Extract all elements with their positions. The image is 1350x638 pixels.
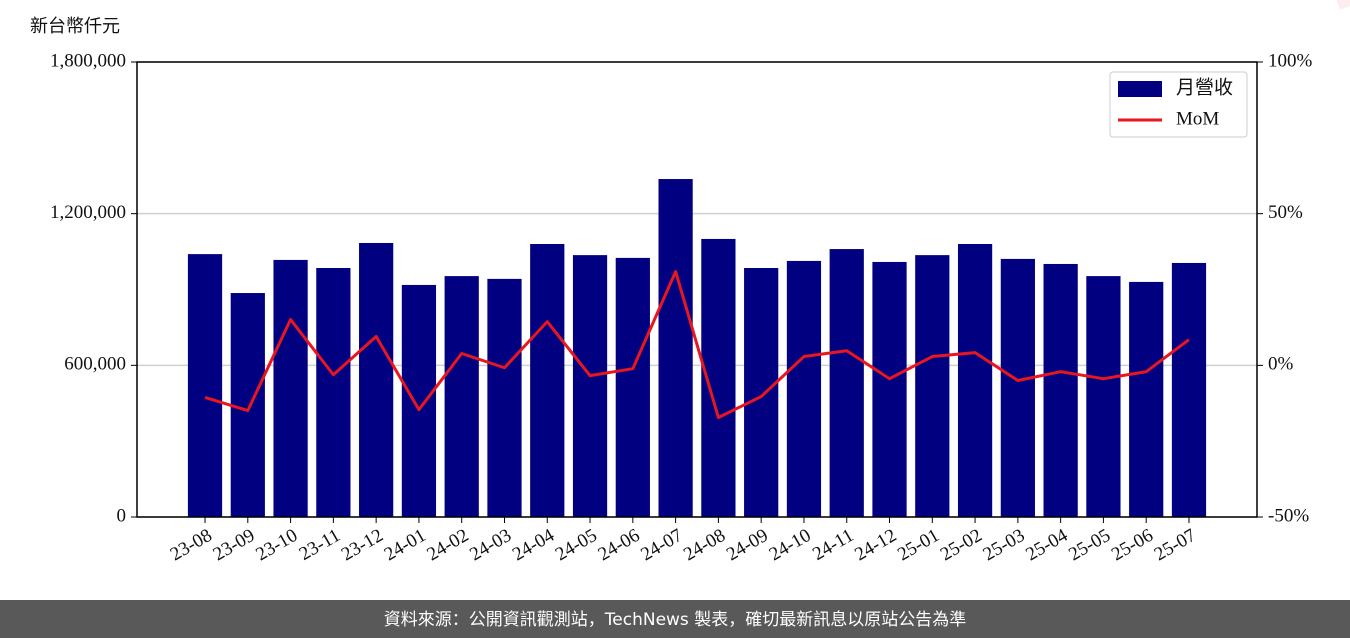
bar [187,254,223,517]
bar [487,278,522,517]
legend-label: MoM [1176,108,1219,129]
x-tick-label: 25-02 [937,525,986,565]
x-tick-label: 23-09 [210,525,259,565]
bar [1086,276,1121,517]
x-tick-label: 23-08 [167,525,216,565]
x-tick-label: 23-10 [252,525,301,565]
x-tick-label: 24-02 [423,525,472,565]
y-axis-label: 新台幣仟元 [30,16,120,37]
bar [658,179,693,517]
legend-swatch [1118,81,1162,97]
y-tick-label: 1,200,000 [50,202,126,223]
x-tick-label: 24-06 [595,525,644,565]
bar [230,293,265,517]
bar [1171,262,1207,517]
bar [915,255,950,517]
bar [530,244,565,517]
bar [1043,263,1078,517]
watermark: TechNews [1313,0,1350,189]
bar [957,244,993,517]
plot-frame [136,61,1258,518]
bar [1129,281,1164,517]
x-tick-label: 25-07 [1151,525,1200,565]
footer-band [0,600,1350,638]
x-tick-label: 24-07 [637,525,686,565]
x-tick-label: 24-10 [766,525,815,565]
x-tick-label: 25-03 [980,525,1029,565]
bar [444,276,479,517]
y2-tick-label: 100% [1268,50,1313,71]
x-tick-label: 24-09 [723,525,772,565]
y2-tick-label: 0% [1268,354,1294,375]
line [204,270,1190,420]
bar [744,268,779,517]
x-tick-label: 25-06 [1108,525,1157,565]
x-tick-label: 24-04 [509,525,558,566]
bar [401,284,437,517]
x-tick-label: 25-01 [894,525,943,565]
bar [273,259,308,517]
x-tick-label: 25-05 [1065,525,1114,565]
y-tick-label: 0 [117,505,127,526]
bar [786,260,822,517]
x-tick-label: 24-05 [552,525,601,565]
x-tick-label: 23-12 [338,525,387,565]
bar [872,261,907,517]
x-tick-label: 23-11 [296,525,344,565]
y-tick-label: 1,800,000 [50,50,126,71]
bar [316,268,351,517]
footer: 資料來源：公開資訊觀測站，TechNews 製表，確切最新訊息以原站公告為準 [384,610,966,630]
x-tick-label: 24-11 [809,525,857,565]
legend-label: 月營收 [1176,76,1233,98]
x-tick-label: 24-03 [466,525,515,565]
bar [829,249,864,518]
bar [615,257,650,517]
bar [572,255,608,517]
x-tick-label: 24-08 [680,525,729,565]
x-tick-label: 25-04 [1022,525,1071,566]
y2-tick-label: 50% [1268,202,1303,223]
x-tick-label: 24-12 [851,525,900,565]
x-tick-label: 24-01 [381,525,430,565]
y-tick-label: 600,000 [64,354,126,375]
bar [359,242,394,517]
y2-tick-label: -50% [1268,505,1309,526]
bar [1000,258,1035,517]
